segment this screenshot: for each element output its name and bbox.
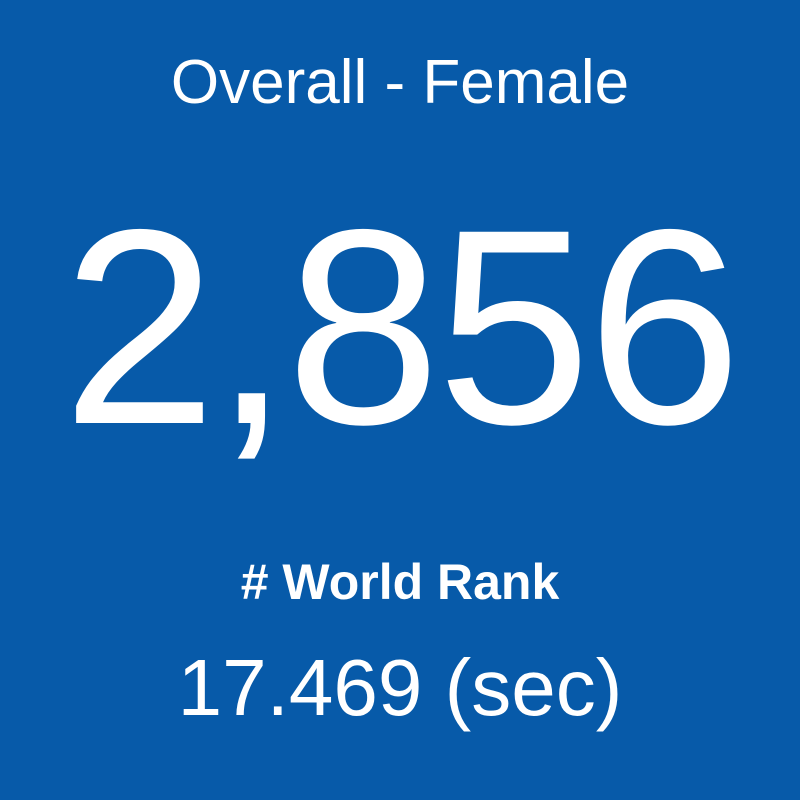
rank-label: # World Rank	[240, 554, 560, 610]
time-value: 17.469 (sec)	[177, 643, 623, 732]
tile-title: Overall - Female	[170, 48, 630, 117]
rank-value: 2,856	[62, 171, 742, 482]
